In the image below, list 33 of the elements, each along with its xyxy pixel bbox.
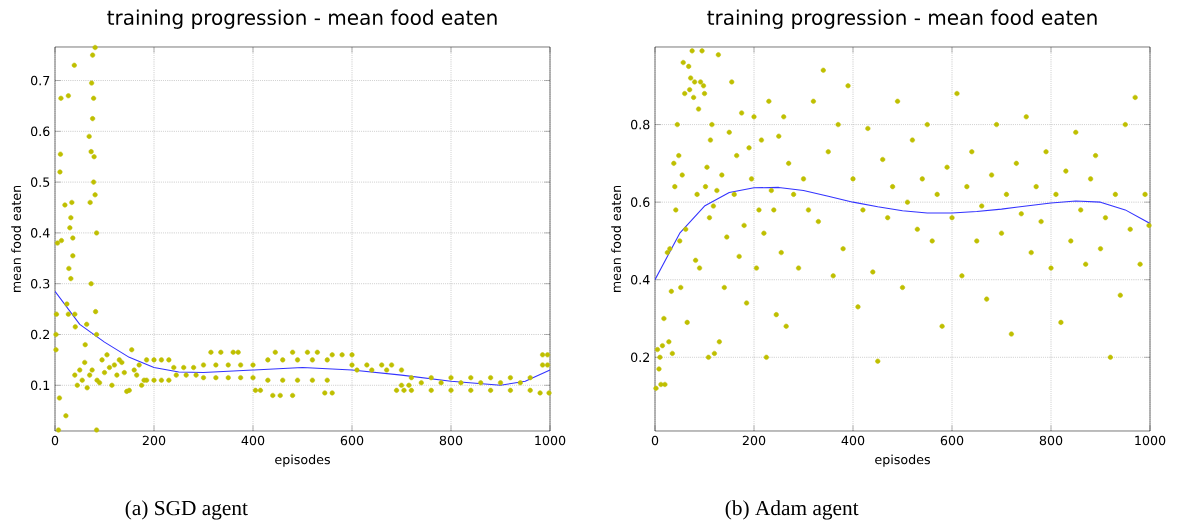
line-series bbox=[55, 290, 551, 386]
y-tick-label: 0.7 bbox=[30, 75, 50, 86]
y-axis-title: mean food eaten bbox=[11, 185, 21, 293]
text: (a) SGD agent bbox=[125, 500, 248, 520]
y-tick-label: 0.5 bbox=[30, 177, 50, 187]
x-tick-label: 200 bbox=[742, 435, 766, 446]
y-tick-label: 0.8 bbox=[630, 119, 650, 130]
y-tick-label: 0.6 bbox=[630, 197, 650, 207]
y-tick-label: 0.3 bbox=[30, 278, 50, 289]
x-tick-label: 600 bbox=[340, 435, 364, 446]
x-tick-label: 600 bbox=[940, 435, 964, 446]
x-tick-label: 800 bbox=[439, 435, 463, 446]
y-tick-label: 0.2 bbox=[630, 352, 650, 363]
x-axis-title: episodes bbox=[275, 454, 330, 467]
x-tick-label: 0 bbox=[51, 435, 59, 446]
x-tick-label: 800 bbox=[1039, 435, 1063, 446]
y-tick-label: 0.2 bbox=[30, 329, 50, 340]
x-tick-label: 200 bbox=[142, 435, 166, 446]
x-tick-label: 0 bbox=[651, 435, 659, 446]
y-tick-label: 0.1 bbox=[30, 380, 50, 391]
y-axis-title: mean food eaten bbox=[611, 185, 621, 293]
x-tick-label: 400 bbox=[841, 435, 865, 446]
line-series bbox=[655, 186, 1151, 281]
y-tick-label: 0.6 bbox=[30, 126, 50, 137]
x-axis-title: episodes bbox=[875, 454, 930, 467]
chart-title: training progression - mean food eaten bbox=[707, 9, 1097, 29]
chart-title: training progression - mean food eaten bbox=[107, 9, 497, 29]
x-tick-label: 400 bbox=[241, 435, 265, 446]
x-tick-label: 1000 bbox=[1135, 435, 1166, 446]
text: (b) Adam agent bbox=[725, 500, 859, 520]
x-tick-label: 1000 bbox=[535, 435, 566, 446]
y-tick-label: 0.4 bbox=[30, 228, 50, 238]
y-tick-label: 0.4 bbox=[630, 274, 650, 285]
